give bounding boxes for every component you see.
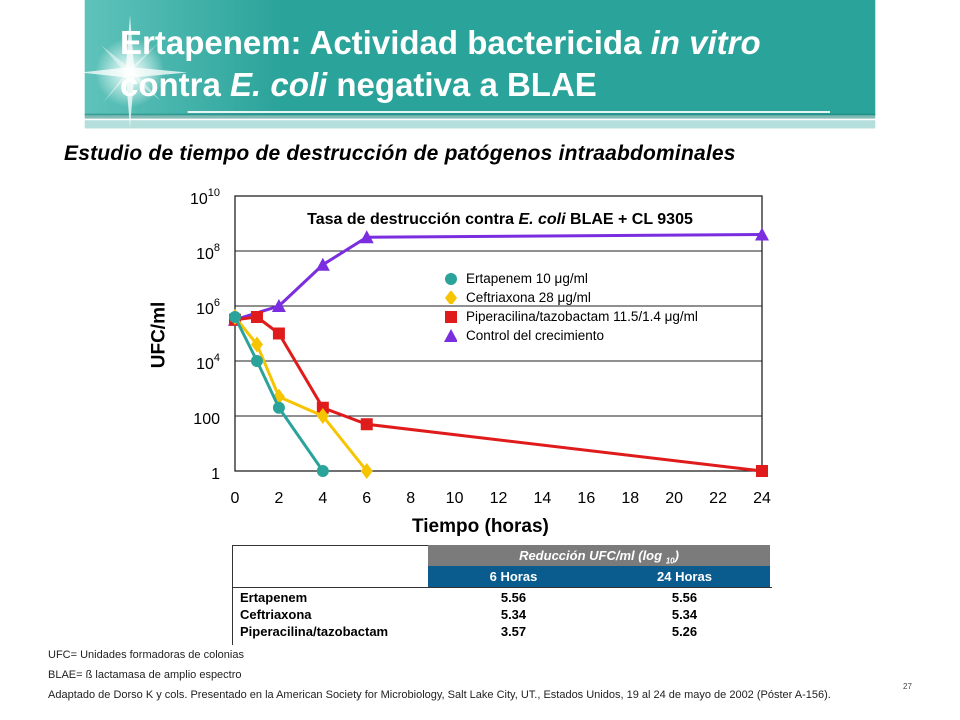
series-circle [229,311,329,477]
column-header-24h: 24 Horas [657,569,712,584]
x-axis-label: Tiempo (horas) [412,516,549,537]
column-header-6h: 6 Horas [489,569,538,584]
legend-item: Piperacilina/tazobactam 11.5/1.4 μg/ml [440,307,698,326]
legend-marker [445,311,457,323]
x-tick-label: 12 [490,490,508,507]
x-tick-label: 0 [231,490,240,507]
x-tick-label: 18 [621,490,639,507]
data-point [360,463,373,479]
data-point [272,401,285,414]
legend-label: Piperacilina/tazobactam 11.5/1.4 μg/ml [466,309,698,324]
x-tick-label: 8 [406,490,415,507]
data-point [316,408,329,424]
series-triangle [228,227,769,326]
legend-item: Ertapenem 10 μg/ml [440,269,698,288]
data-point [756,465,768,477]
x-tick-label: 10 [446,490,464,507]
slide-number: 27 [903,682,912,691]
table-row: Piperacilina/tazobactam 3.57 5.26 [240,624,698,639]
legend-marker-shape [445,273,457,285]
y-tick-label: 1 [211,466,220,483]
x-tick-label: 24 [753,490,771,507]
legend-marker [445,273,457,285]
y-tick-label: 1010 [190,187,220,208]
y-tick-label: 100 [193,411,220,428]
legend-marker-shape [444,329,457,342]
table-left-border [232,587,233,645]
table-row: Ceftriaxona 5.34 5.34 [240,607,698,622]
footnote-blae: BLAE= ß lactamasa de amplio espectro [48,669,242,681]
y-tick-label: 104 [196,352,220,373]
data-point [250,336,263,353]
legend-marker [445,291,457,304]
chart-legend: Ertapenem 10 μg/ml Ceftriaxona 28 μg/ml Pi… [440,269,698,345]
x-tick-label: 22 [709,490,727,507]
table-column-headers: 6 Horas 24 Horas [428,566,770,587]
x-tick-label: 6 [362,490,371,507]
series-diamond [229,309,373,479]
data-point [315,257,330,271]
slide-subtitle: Estudio de tiempo de destrucción de pató… [64,142,736,165]
data-point [316,401,329,414]
legend-marker-shape [445,311,457,323]
data-point [316,465,329,477]
data-point [360,418,373,431]
chart-title: Tasa de destrucción contra E. coli BLAE … [307,211,693,228]
data-point [359,230,374,244]
data-point [272,327,285,340]
x-tick-label: 14 [534,490,552,507]
legend-item: Control del crecimiento [440,326,698,345]
data-point [755,227,769,241]
legend-item: Ceftriaxona 28 μg/ml [440,288,698,307]
x-tick-label: 16 [577,490,595,507]
footnote-source: Adaptado de Dorso K y cols. Presentado e… [48,689,831,701]
data-point [250,311,263,323]
data-point [229,311,241,323]
header-band [80,0,876,129]
legend-marker-shape [445,291,457,304]
x-tick-label: 2 [274,490,283,507]
legend-label: Ceftriaxona 28 μg/ml [466,290,591,305]
y-axis-label: UFC/ml [148,301,170,369]
y-tick-label: 106 [196,297,220,318]
series-line [233,316,325,472]
table-group-header: Reducción UFC/ml (log 10) [428,545,770,566]
table-corner [232,545,428,587]
table-row: Ertapenem 5.56 5.56 [240,590,698,605]
legend-label: Ertapenem 10 μg/ml [466,271,588,286]
table-divider [232,587,772,588]
data-point [271,299,286,312]
legend-label: Control del crecimiento [466,328,605,343]
sparkle-icon [80,14,188,128]
footnote-ufc: UFC= Unidades formadoras de colonias [48,649,244,661]
y-tick-label: 108 [196,242,220,263]
legend-marker [444,329,457,342]
data-point [250,355,263,367]
x-tick-label: 20 [665,490,683,507]
slide-title: Ertapenem: Actividad bactericida in vitr… [120,24,761,103]
x-tick-label: 4 [318,490,327,507]
plot-frame [234,195,763,472]
